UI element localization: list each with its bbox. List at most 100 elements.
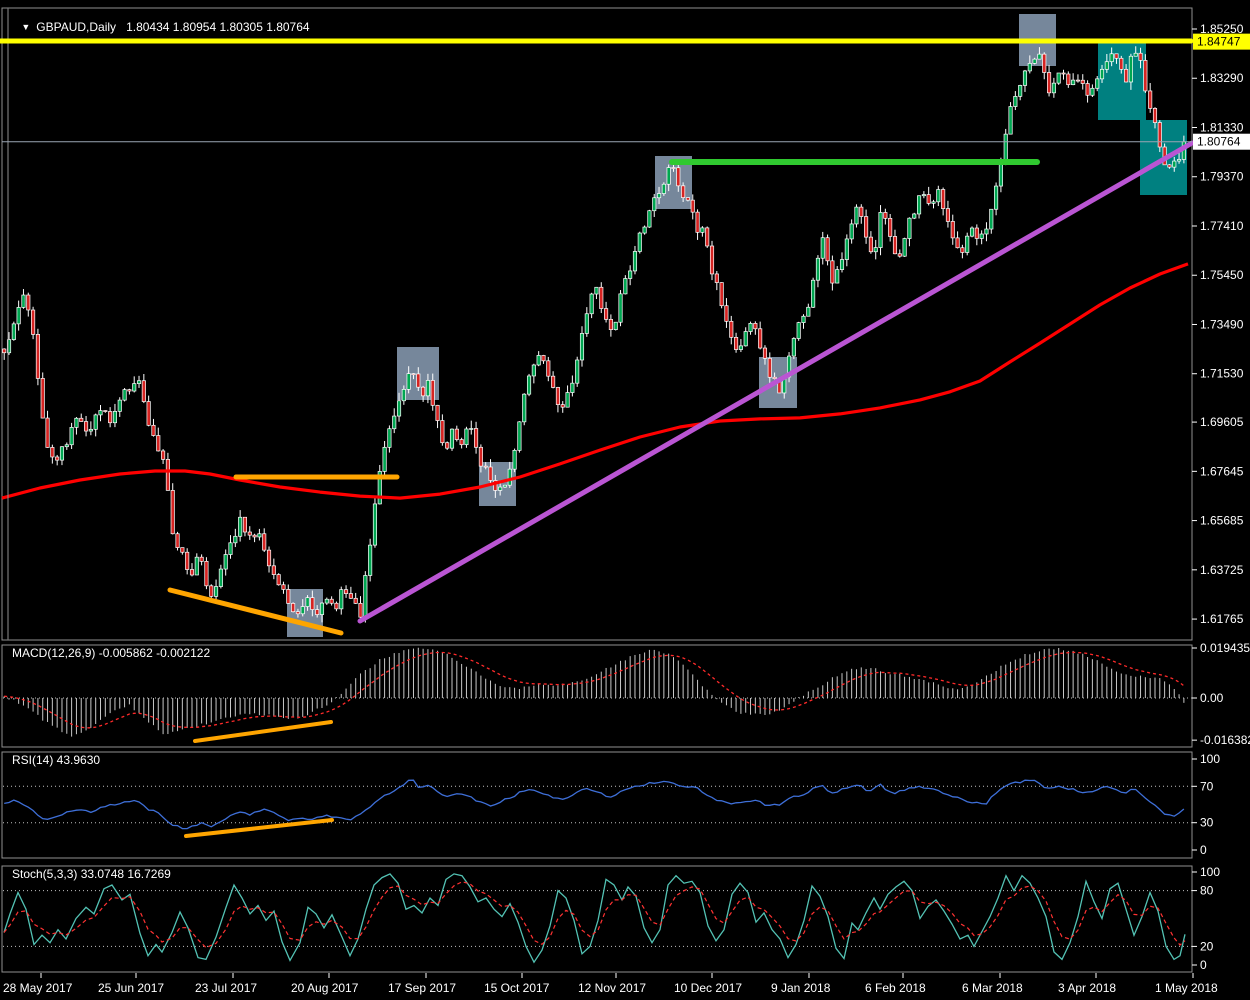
bear-candle [2, 348, 7, 354]
bull-candle [835, 269, 840, 284]
bear-candle [310, 597, 315, 610]
bull-candle [912, 213, 917, 219]
bull-candle [1133, 52, 1138, 57]
bear-candle [772, 376, 777, 379]
bear-candle [1047, 72, 1052, 94]
bear-candle [1114, 53, 1119, 59]
bull-candle [324, 598, 329, 604]
bear-candle [204, 561, 209, 587]
orange-descending-trendline[interactable] [167, 587, 344, 636]
bear-candle [478, 446, 483, 467]
bull-candle [512, 449, 517, 470]
bear-candle [709, 245, 715, 275]
bull-candle [1003, 133, 1008, 162]
macd-axis-label: 0.00 [1200, 691, 1224, 705]
macd-orange-trendline[interactable] [193, 720, 333, 743]
red-moving-average-line[interactable] [1, 262, 1189, 500]
price-axis[interactable]: 1.85250 1.83290 1.81330 1.79370 1.77410 1.754… [1192, 22, 1250, 626]
bear-candle [1085, 83, 1090, 96]
bear-candle [180, 547, 185, 553]
bear-candle [421, 386, 426, 397]
bear-candle [170, 490, 175, 535]
bull-candle [1032, 58, 1037, 64]
bear-candle [161, 450, 166, 460]
bull-candle [16, 307, 21, 325]
bear-candle [1066, 73, 1071, 86]
bull-candle [64, 444, 69, 448]
price-tick-label: 1.85250 [1200, 22, 1244, 36]
price-tick-label: 1.67645 [1200, 464, 1244, 478]
bear-candle [753, 323, 758, 330]
bull-candle [305, 597, 310, 607]
bear-candle [483, 465, 488, 468]
bull-candle [112, 411, 118, 424]
bull-candle [526, 375, 532, 395]
date-tick-label: 25 Jun 2017 [98, 981, 164, 995]
bear-candle [344, 589, 349, 594]
bull-candle [368, 544, 373, 576]
bull-candle [811, 279, 816, 308]
bull-candle [214, 586, 219, 597]
bear-candle [348, 593, 353, 599]
symbol-dropdown-icon[interactable]: ▼ [21, 22, 31, 32]
bear-candle [705, 227, 710, 247]
bear-candle [758, 328, 763, 349]
bull-candle [979, 233, 984, 239]
stoch-k-line [3, 873, 1186, 964]
bear-candle [474, 428, 479, 448]
bear-candle [897, 253, 902, 257]
bull-candle [628, 270, 633, 279]
bear-candle [719, 282, 724, 307]
bull-candle [363, 575, 368, 618]
indicator-axes[interactable]: 0.019435 0.00 -0.016382 100 70 30 0 100 80 20 0 [1192, 641, 1250, 972]
bear-candle [435, 404, 440, 421]
price-tick-label: 1.75450 [1200, 268, 1244, 282]
bull-candle [117, 399, 122, 412]
bull-candle [618, 293, 623, 323]
bear-candle [271, 565, 276, 575]
bull-candle [392, 415, 397, 430]
macd-axis-label: -0.016382 [1200, 733, 1250, 747]
bear-candle [103, 410, 108, 412]
bear-candle [165, 459, 170, 491]
macd-panel-frame [1, 644, 1193, 748]
stoch-axis-label: 0 [1200, 958, 1207, 972]
bull-candle [1051, 82, 1056, 94]
bear-candle [892, 236, 898, 255]
bear-candle [767, 357, 772, 378]
bear-candle [868, 236, 873, 253]
bull-candle [907, 217, 912, 239]
bear-candle [31, 309, 36, 335]
price-tick-label: 1.61765 [1200, 612, 1244, 626]
bull-candle [936, 189, 941, 203]
bull-candle [223, 554, 228, 570]
bull-candle [796, 322, 801, 339]
bear-candle [864, 216, 869, 238]
rsi-orange-trendline[interactable] [184, 818, 334, 838]
bear-candle [35, 334, 40, 379]
chart-title: ▼ GBPAUD,Daily 1.80434 1.80954 1.80305 1.8… [8, 6, 309, 48]
purple-trendline[interactable] [357, 140, 1195, 624]
bear-candle [883, 212, 888, 219]
date-axis[interactable]: 28 May 2017 25 Jun 2017 23 Jul 2017 20 Aug … [3, 973, 1218, 995]
bear-candle [185, 551, 190, 570]
bear-candle [599, 286, 604, 309]
bull-candle [844, 238, 849, 260]
macd-histogram [3, 647, 1185, 737]
bear-candle [146, 401, 151, 426]
bear-candle [695, 211, 700, 233]
bear-candle [141, 380, 146, 402]
bull-candle [1099, 68, 1105, 80]
bull-candle [132, 383, 137, 392]
bear-candle [825, 237, 830, 262]
bull-candle [579, 333, 585, 361]
panel-frames [1, 7, 1193, 973]
bull-candle [406, 373, 411, 390]
bull-candle [565, 392, 570, 408]
teal-zone-rectangle[interactable] [1098, 43, 1146, 120]
bull-candle [300, 606, 305, 615]
bull-candle [589, 293, 594, 315]
bull-candle [88, 428, 93, 432]
bull-candle [743, 331, 748, 347]
